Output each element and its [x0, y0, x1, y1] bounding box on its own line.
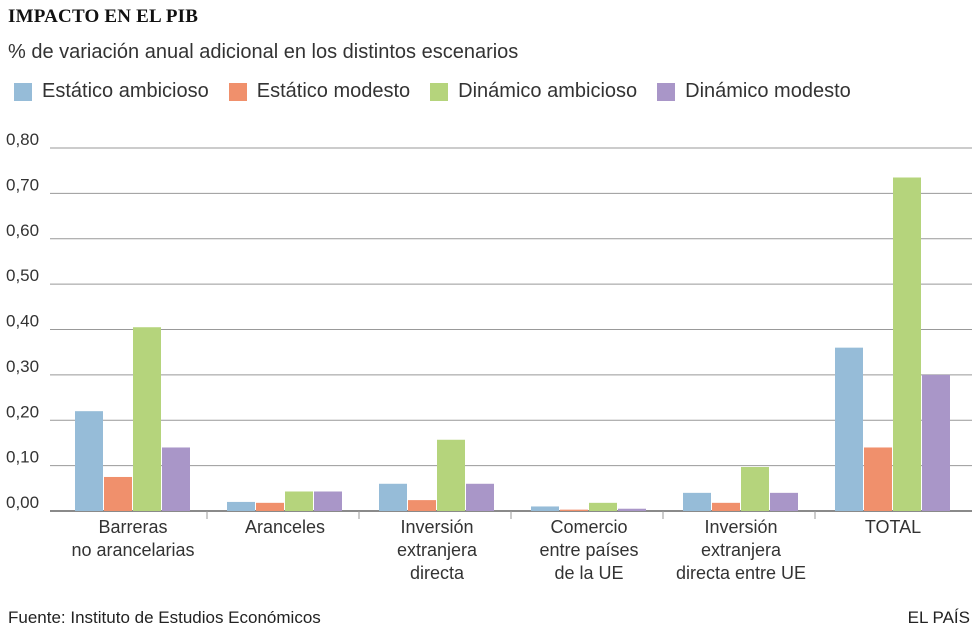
x-category-label: de la UE	[554, 563, 623, 583]
x-category-label: Comercio	[550, 517, 627, 537]
legend-label: Estático ambicioso	[42, 80, 209, 102]
bar	[864, 447, 892, 511]
legend-label: Dinámico modesto	[685, 80, 851, 102]
bar	[618, 508, 646, 511]
bar	[437, 439, 465, 511]
legend-item-estatico-ambicioso: Estático ambicioso	[14, 80, 209, 103]
chart-subtitle: % de variación anual adicional en los di…	[8, 41, 519, 63]
y-tick-label: 0,40	[6, 312, 39, 331]
y-tick-label: 0,30	[6, 357, 39, 376]
legend: Estático ambicioso Estático modesto Diná…	[14, 80, 871, 103]
y-tick-label: 0,00	[6, 493, 39, 512]
bar	[835, 347, 863, 511]
bar-chart: 0,00 0,10 0,20 0,30 0,40 0,50 0,60 0,70 0,80 Barr…	[6, 130, 972, 583]
bar	[589, 502, 617, 511]
y-tick-label: 0,10	[6, 448, 39, 467]
y-tick-label: 0,60	[6, 221, 39, 240]
bar	[256, 502, 284, 511]
x-category-label: Barreras	[98, 517, 167, 537]
bar	[314, 491, 342, 511]
legend-swatch	[228, 82, 247, 101]
bar	[162, 447, 190, 511]
legend-item-estatico-modesto: Estático modesto	[228, 80, 411, 103]
bar	[466, 483, 494, 511]
y-tick-label: 0,20	[6, 402, 39, 421]
y-tick-label: 0,80	[6, 130, 39, 149]
bar	[531, 506, 559, 511]
bar	[227, 501, 255, 511]
bar	[285, 491, 313, 511]
legend-label: Dinámico ambicioso	[458, 80, 638, 102]
legend-item-dinamico-ambicioso: Dinámico ambicioso	[430, 80, 637, 103]
bar	[560, 509, 588, 511]
x-category-label: extranjera	[397, 540, 478, 560]
brand-label: EL PAÍS	[907, 608, 970, 627]
bar	[408, 500, 436, 511]
bar	[741, 466, 769, 511]
bar	[922, 374, 950, 511]
legend-swatch	[657, 82, 676, 101]
bar	[104, 476, 132, 511]
bar	[379, 483, 407, 511]
legend-swatch	[430, 82, 449, 101]
bar	[75, 411, 103, 511]
x-category-label: Inversión	[400, 517, 473, 537]
x-category-label: directa	[410, 563, 465, 583]
bar	[712, 502, 740, 511]
x-category-label: directa entre UE	[676, 563, 806, 583]
y-tick-label: 0,50	[6, 266, 39, 285]
chart-title: IMPACTO EN EL PIB	[8, 6, 199, 27]
bar	[770, 492, 798, 511]
x-category-label: extranjera	[701, 540, 782, 560]
x-category-label: Inversión	[704, 517, 777, 537]
legend-swatch	[14, 82, 32, 101]
x-category-label: Aranceles	[245, 517, 325, 537]
source-note: Fuente: Instituto de Estudios Económicos	[8, 608, 321, 627]
legend-item-dinamico-modesto: Dinámico modesto	[657, 80, 851, 103]
x-category-label: entre países	[539, 540, 638, 560]
bar	[893, 177, 921, 511]
x-category-label: TOTAL	[865, 517, 921, 537]
legend-label: Estático modesto	[256, 80, 411, 102]
bar	[133, 327, 161, 511]
bar	[683, 492, 711, 511]
x-category-label: no arancelarias	[71, 540, 194, 560]
y-tick-label: 0,70	[6, 175, 39, 194]
